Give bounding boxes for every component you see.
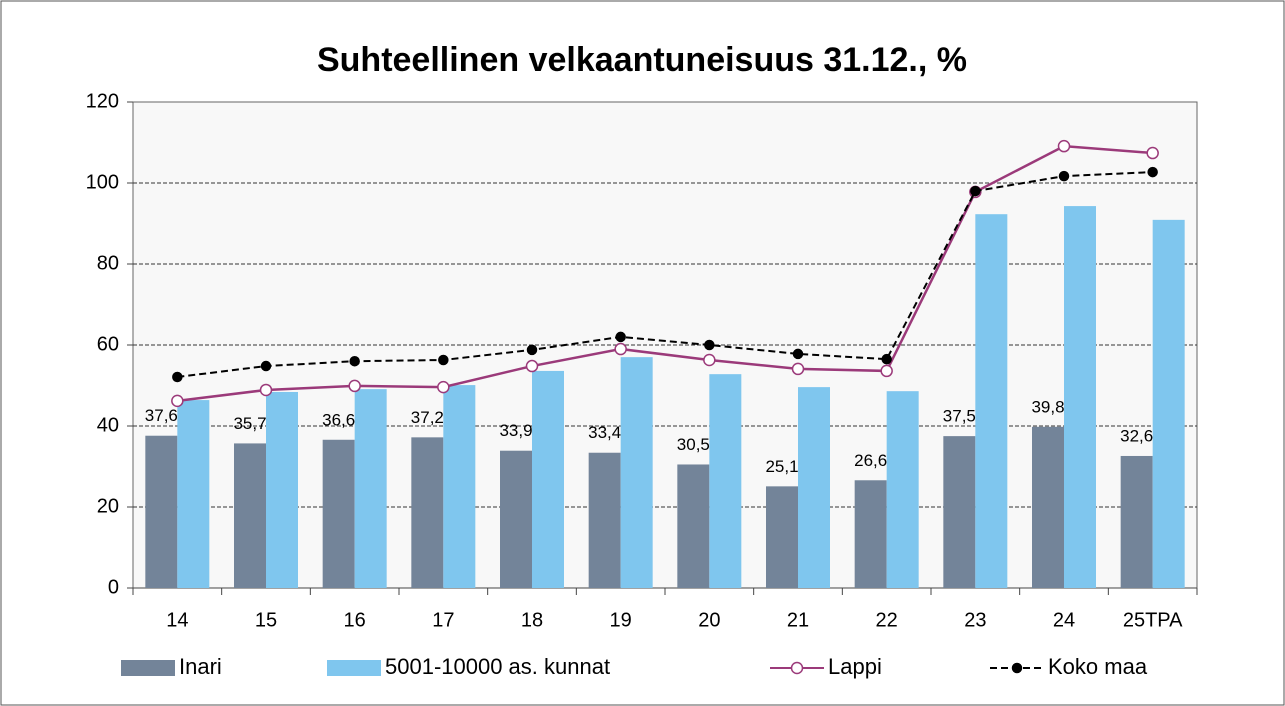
x-tick-label: 24 (1053, 609, 1075, 631)
bar (443, 385, 476, 588)
data-label: 26,6 (854, 451, 887, 470)
y-tick-label: 40 (97, 414, 119, 436)
marker (172, 371, 183, 383)
bar (709, 374, 742, 588)
marker (703, 353, 716, 367)
marker (349, 355, 360, 367)
y-tick-label: 0 (108, 576, 119, 598)
bar (322, 439, 355, 588)
legend-label: Lappi (828, 654, 882, 679)
marker (615, 331, 626, 343)
x-tick-label: 23 (964, 609, 986, 631)
data-label: 25,1 (765, 457, 798, 476)
x-tick-label: 19 (610, 609, 632, 631)
marker (526, 344, 538, 356)
bar (766, 486, 798, 588)
marker (791, 362, 805, 376)
legend-swatch (327, 660, 381, 676)
bar (266, 391, 298, 588)
bar (677, 464, 710, 588)
x-tick-label: 20 (698, 609, 720, 631)
bar (620, 357, 653, 588)
marker (260, 360, 272, 372)
data-label: 36,6 (322, 410, 355, 429)
data-label: 37,6 (145, 406, 178, 425)
legend-label: 5001-10000 as. kunnat (385, 654, 610, 679)
y-tick-label: 120 (86, 90, 119, 112)
data-label: 37,2 (411, 408, 444, 427)
x-tick-label: 17 (432, 609, 454, 631)
marker (1146, 146, 1159, 160)
bar (886, 391, 919, 588)
marker (171, 394, 184, 408)
bar (1032, 426, 1064, 588)
bar (1120, 455, 1153, 588)
legend-label: Inari (179, 654, 222, 679)
marker (1057, 139, 1071, 153)
bar (588, 452, 621, 588)
marker (881, 353, 892, 365)
bar (1152, 219, 1185, 589)
marker (259, 383, 273, 397)
data-label: 32,6 (1120, 426, 1153, 445)
bar (500, 450, 532, 588)
chart-title: Suhteellinen velkaantuneisuus 31.12., % (317, 41, 967, 79)
bar (354, 389, 387, 588)
bar (145, 435, 178, 588)
x-tick-label: 21 (787, 609, 809, 631)
legend-marker (790, 661, 804, 675)
line (177, 144, 1153, 403)
bar (532, 370, 564, 588)
marker (614, 342, 627, 356)
marker (704, 339, 715, 351)
x-tick-label: 16 (344, 609, 366, 631)
marker (438, 354, 449, 366)
x-tick-label: 22 (876, 609, 898, 631)
data-label: 35,7 (233, 414, 266, 433)
data-label: 37,5 (943, 407, 976, 426)
y-tick-label: 80 (97, 252, 119, 274)
bar (177, 400, 210, 588)
data-label: 33,9 (499, 421, 532, 440)
x-tick-label: 18 (521, 609, 543, 631)
line (177, 171, 1153, 378)
marker (1058, 170, 1070, 182)
marker (437, 380, 450, 394)
legend-label: Koko maa (1048, 654, 1148, 679)
x-tick-label: 15 (255, 609, 277, 631)
bar (411, 437, 444, 588)
marker (880, 364, 893, 378)
marker (970, 185, 981, 197)
bar (975, 214, 1008, 588)
bar (943, 436, 976, 588)
marker (348, 379, 361, 393)
data-label: 30,5 (677, 435, 710, 454)
data-label: 33,4 (588, 423, 621, 442)
marker (792, 348, 804, 360)
legend-marker (1011, 662, 1023, 674)
legend-swatch (121, 660, 175, 676)
data-label: 39,8 (1031, 397, 1064, 416)
y-tick-label: 100 (86, 171, 119, 193)
y-tick-label: 60 (97, 333, 119, 355)
x-tick-label: 14 (166, 609, 188, 631)
bar (854, 480, 887, 588)
bar (234, 443, 266, 588)
bar (1064, 206, 1096, 588)
marker (525, 359, 539, 373)
marker (1147, 166, 1158, 178)
y-tick-label: 20 (97, 495, 119, 517)
x-tick-label: 25TPA (1123, 609, 1183, 631)
bar (798, 387, 830, 588)
